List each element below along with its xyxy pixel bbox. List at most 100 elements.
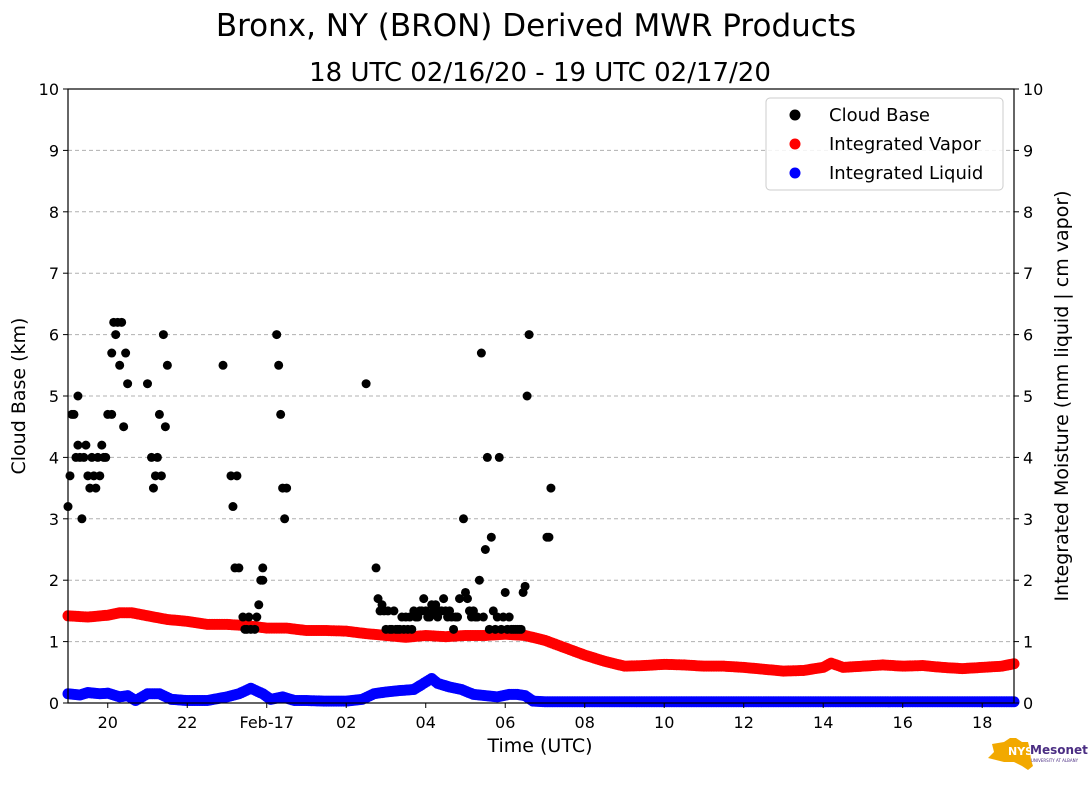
y2-tick-label: 4 — [1023, 448, 1033, 467]
x-tick-label: 22 — [177, 713, 197, 732]
cloud-base-point — [546, 483, 556, 493]
cloud-base-point — [154, 409, 164, 419]
cloud-base-point — [107, 409, 117, 419]
cloud-base-point — [520, 581, 530, 591]
legend-marker-integrated-vapor — [789, 138, 801, 150]
cloud-base-point — [107, 348, 117, 358]
x-tick-label: 16 — [893, 713, 913, 732]
y2-axis-label: Integrated Moisture (mm liquid | cm vapo… — [1051, 190, 1073, 601]
cloud-base-point — [439, 594, 449, 604]
cloud-base-point — [156, 471, 166, 481]
cloud-base-point — [407, 624, 417, 634]
cloud-base-point — [254, 600, 264, 610]
x-axis-label: Time (UTC) — [486, 735, 592, 757]
y-tick-label: 5 — [49, 387, 59, 406]
y-axis-label: Cloud Base (km) — [8, 318, 30, 475]
cloud-base-point — [500, 587, 510, 597]
cloud-base-point — [95, 471, 105, 481]
cloud-base-point — [228, 502, 238, 512]
cloud-base-point — [419, 594, 429, 604]
cloud-base-point — [232, 471, 242, 481]
legend-label-cloud-base: Cloud Base — [829, 105, 930, 126]
x-tick-label: 10 — [654, 713, 674, 732]
cloud-base-point — [218, 360, 228, 370]
y-tick-label: 0 — [49, 694, 59, 713]
cloud-base-point — [276, 409, 286, 419]
y2-tick-label: 5 — [1023, 387, 1033, 406]
cloud-base-point — [117, 317, 127, 327]
x-tick-label: 08 — [575, 713, 595, 732]
y2-tick-label: 3 — [1023, 510, 1033, 529]
legend-label-integrated-vapor: Integrated Vapor — [829, 134, 981, 155]
cloud-base-point — [474, 575, 484, 585]
legend-marker-integrated-liquid — [789, 167, 801, 179]
series-integrated-vapor — [62, 607, 1020, 677]
cloud-base-point — [69, 409, 79, 419]
cloud-base-point — [252, 612, 262, 622]
y2-tick-label: 0 — [1023, 694, 1033, 713]
cloud-base-point — [524, 330, 534, 340]
series-integrated-liquid — [62, 672, 1020, 708]
y-tick-label: 4 — [49, 448, 59, 467]
y2-tick-label: 7 — [1023, 264, 1033, 283]
cloud-base-point — [121, 348, 131, 358]
cloud-base-point — [453, 612, 463, 622]
x-tick-label: 04 — [416, 713, 436, 732]
legend-marker-cloud-base — [789, 109, 801, 121]
cloud-base-point — [123, 379, 133, 389]
cloud-base-point — [77, 514, 87, 524]
y-tick-label: 3 — [49, 510, 59, 529]
cloud-base-point — [65, 471, 75, 481]
series-cloud-base — [63, 317, 556, 634]
legend-label-integrated-liquid: Integrated Liquid — [829, 163, 983, 184]
cloud-base-point — [449, 624, 459, 634]
logo-university-text: UNIVERSITY AT ALBANY — [1031, 758, 1079, 763]
cloud-base-point — [480, 545, 490, 554]
cloud-base-point — [389, 606, 399, 616]
logo-nys-text: NYS — [1008, 745, 1033, 758]
plot-series — [62, 317, 1020, 708]
new-york-state-shape — [988, 738, 1033, 770]
cloud-base-point — [101, 452, 111, 462]
cloud-base-point — [476, 348, 486, 358]
cloud-base-point — [258, 575, 268, 585]
y2-tick-label: 1 — [1023, 633, 1033, 652]
cloud-base-point — [258, 563, 268, 573]
cloud-base-point — [272, 330, 282, 340]
cloud-base-point — [142, 379, 152, 389]
right-axis-ticks: 0 1 2 3 4 5 6 7 8 9 10 — [1014, 80, 1043, 713]
cloud-base-point — [544, 532, 554, 542]
cloud-base-point — [522, 391, 532, 401]
cloud-base-point — [152, 452, 162, 462]
grid-lines — [68, 149, 1014, 643]
cloud-base-point — [244, 612, 254, 622]
x-tick-label: 06 — [495, 713, 515, 732]
cloud-base-point — [280, 514, 290, 524]
chart-title: Bronx, NY (BRON) Derived MWR Products — [216, 8, 856, 44]
y2-tick-label: 10 — [1023, 80, 1043, 99]
cloud-base-point — [119, 422, 129, 432]
cloud-base-point — [462, 594, 472, 604]
cloud-base-point — [516, 624, 526, 634]
left-axis-ticks: 0 1 2 3 4 5 6 7 8 9 10 — [39, 80, 68, 713]
x-tick-label: 12 — [734, 713, 754, 732]
cloud-base-point — [115, 360, 125, 370]
cloud-base-point — [160, 422, 170, 432]
cloud-base-point — [455, 594, 465, 604]
cloud-base-point — [73, 391, 83, 401]
x-axis-ticks: 20 22 Feb-17 02 04 06 08 10 12 14 16 18 — [98, 703, 992, 732]
y-tick-label: 9 — [49, 141, 59, 160]
y-tick-label: 7 — [49, 264, 59, 283]
cloud-base-point — [79, 452, 89, 462]
y-tick-label: 8 — [49, 203, 59, 222]
cloud-base-point — [371, 563, 381, 573]
cloud-base-point — [504, 612, 514, 622]
y-tick-label: 1 — [49, 633, 59, 652]
x-tick-label: 18 — [972, 713, 992, 732]
cloud-base-point — [73, 440, 83, 450]
cloud-base-point — [458, 514, 468, 524]
cloud-base-point — [478, 612, 488, 622]
x-tick-label: 20 — [98, 713, 118, 732]
cloud-base-point — [486, 532, 496, 542]
